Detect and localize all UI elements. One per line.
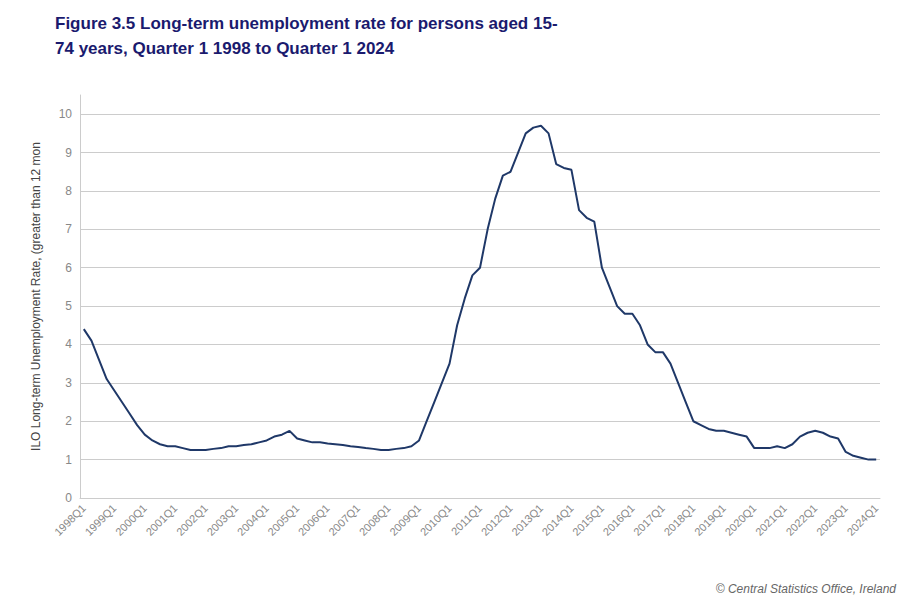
svg-text:2007Q1: 2007Q1 [326,502,362,538]
svg-text:2018Q1: 2018Q1 [661,502,697,538]
svg-text:2021Q1: 2021Q1 [753,502,789,538]
svg-text:2013Q1: 2013Q1 [509,502,545,538]
svg-text:2008Q1: 2008Q1 [357,502,393,538]
svg-text:2020Q1: 2020Q1 [722,502,758,538]
svg-text:Figure 3.5 Long-term unemploym: Figure 3.5 Long-term unemployment rate f… [55,14,558,33]
svg-text:2015Q1: 2015Q1 [570,502,606,538]
svg-text:2000Q1: 2000Q1 [113,502,149,538]
svg-text:2010Q1: 2010Q1 [418,502,454,538]
svg-text:4: 4 [65,337,72,351]
svg-text:5: 5 [65,299,72,313]
svg-text:2011Q1: 2011Q1 [449,502,485,538]
svg-text:2006Q1: 2006Q1 [296,502,332,538]
svg-text:1998Q1: 1998Q1 [52,502,88,538]
svg-text:10: 10 [59,107,73,121]
svg-text:3: 3 [65,376,72,390]
svg-text:2022Q1: 2022Q1 [783,502,819,538]
svg-text:2012Q1: 2012Q1 [479,502,515,538]
svg-text:ILO Long-term Unemployment Rat: ILO Long-term Unemployment Rate, (greate… [29,142,43,451]
svg-text:9: 9 [65,146,72,160]
svg-text:6: 6 [65,261,72,275]
svg-text:0: 0 [65,491,72,505]
svg-text:2003Q1: 2003Q1 [204,502,240,538]
svg-text:8: 8 [65,184,72,198]
svg-text:2: 2 [65,414,72,428]
svg-text:1: 1 [65,453,72,467]
svg-text:2019Q1: 2019Q1 [692,502,728,538]
svg-text:2024Q1: 2024Q1 [844,502,880,538]
svg-text:© Central Statistics Office, I: © Central Statistics Office, Ireland [716,582,897,596]
svg-text:2009Q1: 2009Q1 [387,502,423,538]
svg-text:2002Q1: 2002Q1 [174,502,210,538]
svg-text:2014Q1: 2014Q1 [540,502,576,538]
svg-text:2005Q1: 2005Q1 [265,502,301,538]
svg-text:1999Q1: 1999Q1 [82,502,118,538]
svg-text:7: 7 [65,222,72,236]
svg-text:2001Q1: 2001Q1 [143,502,179,538]
svg-text:74 years, Quarter 1 1998 to Qu: 74 years, Quarter 1 1998 to Quarter 1 20… [55,39,395,58]
svg-text:2004Q1: 2004Q1 [235,502,271,538]
svg-text:2017Q1: 2017Q1 [631,502,667,538]
svg-text:2016Q1: 2016Q1 [600,502,636,538]
svg-text:2023Q1: 2023Q1 [814,502,850,538]
